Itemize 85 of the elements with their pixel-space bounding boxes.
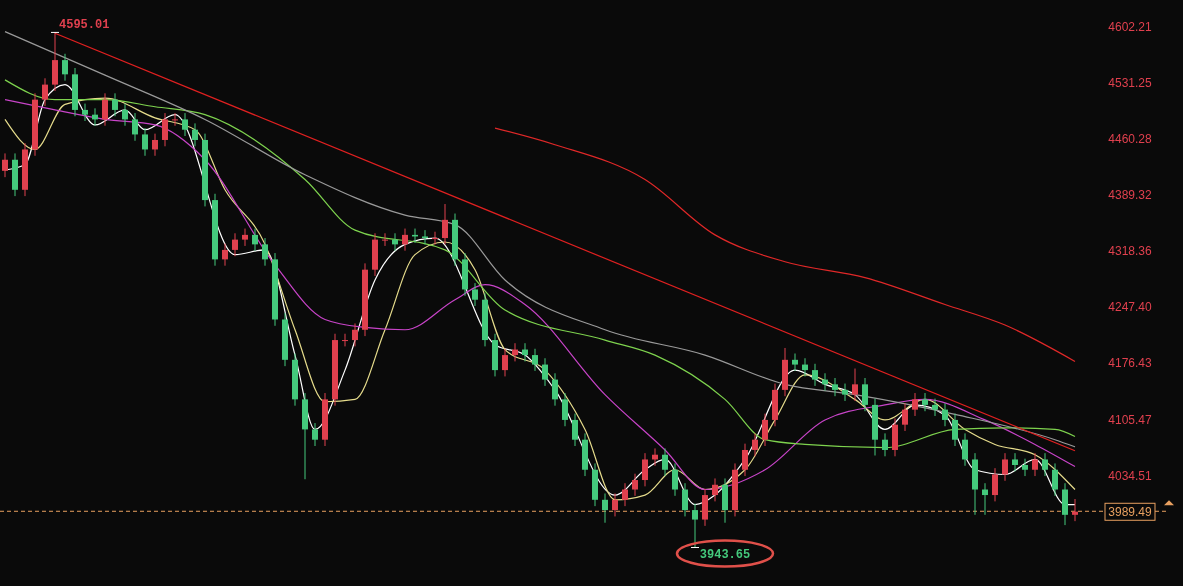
candlestick [552,372,558,407]
candlestick [852,368,858,402]
candlestick [762,413,768,447]
candlestick [102,92,108,127]
candlestick [802,357,808,377]
candlestick [602,492,608,524]
y-tick-label: 4105.47 [1108,412,1153,427]
candlestick [142,127,148,157]
candlestick [402,228,408,252]
candlestick [112,92,118,117]
candlestick [842,383,848,402]
candlestick [1012,452,1018,472]
line-series [494,127,1076,363]
candlestick [1032,452,1038,477]
candlestick [192,122,198,147]
candlestick [522,342,528,362]
candlestick [672,462,678,497]
candlestick [42,77,48,107]
candlestick [342,333,348,347]
y-tick-label: 4460.28 [1108,131,1153,146]
candlestick [502,348,508,377]
candlestick [572,413,578,447]
candlestick [952,413,958,447]
candlestick [82,103,88,122]
candlestick [912,392,918,417]
candlestick [352,322,358,347]
candlestick [922,392,928,412]
candlestick [132,112,138,142]
candlestick [232,232,238,257]
candlestick [2,152,8,178]
candlestick [242,228,248,247]
y-tick-label: 4034.51 [1108,468,1153,483]
candlestick [252,228,258,252]
candlestick [542,357,548,387]
candlestick [882,432,888,457]
candlestick [262,237,268,267]
candlestick [812,363,818,387]
y-tick-label: 4389.32 [1108,188,1153,203]
candlestick [1002,452,1008,482]
candlestick [752,432,758,457]
y-tick-label: 4247.40 [1108,300,1153,315]
candlestick [902,402,908,432]
candlestick [172,112,178,127]
y-tick-label: 4531.25 [1108,75,1153,90]
candlestick [982,482,988,516]
candlestick [1072,498,1078,522]
candlestick [1042,452,1048,477]
candlestick [382,232,388,247]
y-tick-label: 4176.43 [1108,356,1153,371]
candlestick [712,477,718,502]
ref-line-label: 3989.49 [1108,505,1153,520]
annotation: 3943.65 [699,547,751,562]
candlestick [122,103,128,127]
y-tick-label: 4602.21 [1108,19,1153,34]
candlestick [992,467,998,502]
candlestick [222,243,228,267]
candlestick [862,377,868,412]
candlestick [662,447,668,477]
candlestick [962,432,968,467]
annotation: 4595.01 [59,18,110,33]
candlestick [162,112,168,147]
candlestick [632,473,638,497]
candlestick [62,53,68,82]
candlestick [612,492,618,517]
candlestick [942,402,948,427]
candlestick [832,377,838,397]
candlestick [152,133,158,157]
candlestick [472,282,478,307]
candlestick [532,348,538,372]
candlestick [182,112,188,137]
candlestick [932,398,938,417]
candlestick [622,482,628,507]
candlestick [562,392,568,427]
candlestick [312,422,318,447]
y-tick-label: 4318.36 [1108,244,1153,259]
candlestick [792,353,798,372]
candlestick [512,342,518,362]
candlestick [1052,462,1058,497]
candlestick [442,203,448,245]
candlestick [422,229,428,245]
candlestick [432,231,438,245]
candlestick [742,443,748,477]
candlestick [682,482,688,517]
candlestick [1022,458,1028,477]
candlestick [642,452,648,487]
